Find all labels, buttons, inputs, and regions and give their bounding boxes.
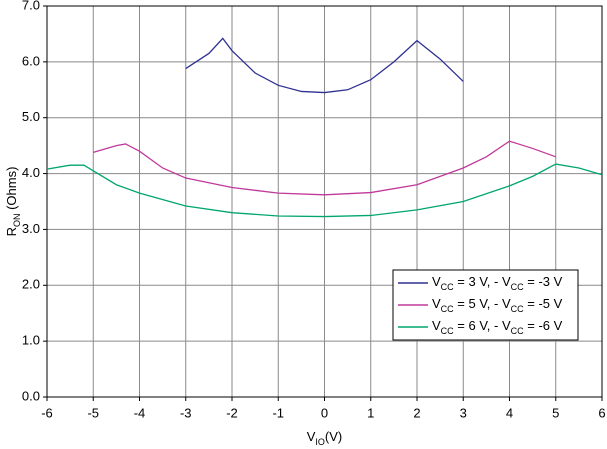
y-axis-label: RON (Ohms) — [4, 167, 22, 237]
x-tick-label: 3 — [460, 405, 467, 420]
subscript: CC — [441, 282, 454, 292]
x-tick-label: -1 — [272, 405, 284, 420]
subscript: CC — [511, 326, 524, 336]
subscript: CC — [511, 304, 524, 314]
subscript: CC — [441, 304, 454, 314]
y-tick-label: 0.0 — [22, 388, 40, 403]
series-line — [185, 37, 464, 94]
x-tick-label: 5 — [552, 405, 559, 420]
text-part: = 5 V, - V — [454, 296, 511, 311]
series-line — [46, 163, 603, 218]
series-line — [93, 140, 556, 196]
x-tick-label: 2 — [413, 405, 420, 420]
y-tick-label: 6.0 — [22, 53, 40, 68]
text-part: V — [432, 318, 441, 333]
subscript: IO — [315, 437, 325, 447]
x-tick-label: -6 — [41, 405, 53, 420]
text-part: V — [307, 429, 316, 444]
plot-border — [46, 5, 603, 398]
y-tick-label: 2.0 — [22, 277, 40, 292]
text-part: (Ohms) — [4, 167, 19, 214]
y-tick-label: 1.0 — [22, 333, 40, 348]
x-tick-label: 4 — [506, 405, 513, 420]
text-part: V — [432, 274, 441, 289]
subscript: CC — [441, 326, 454, 336]
text-part: R — [4, 227, 19, 236]
subscript: ON — [12, 214, 22, 228]
subscript: CC — [511, 282, 524, 292]
y-tick-label: 5.0 — [22, 109, 40, 124]
legend-label: VCC = 3 V, - VCC = -3 V — [432, 274, 563, 292]
y-tick-label: 7.0 — [22, 0, 40, 12]
text-part: = -6 V — [524, 318, 563, 333]
text-part: = 6 V, - V — [454, 318, 511, 333]
y-tick-label: 3.0 — [22, 221, 40, 236]
x-tick-label: 0 — [321, 405, 328, 420]
x-tick-label: -3 — [180, 405, 192, 420]
text-part: = -5 V — [524, 296, 563, 311]
x-tick-label: -4 — [134, 405, 146, 420]
legend-label: VCC = 5 V, - VCC = -5 V — [432, 296, 563, 314]
text-part: = 3 V, - V — [454, 274, 511, 289]
y-tick-label: 4.0 — [22, 165, 40, 180]
x-tick-label: -2 — [226, 405, 238, 420]
legend-label: VCC = 6 V, - VCC = -6 V — [432, 318, 563, 336]
x-tick-label: 1 — [367, 405, 374, 420]
x-tick-label: -5 — [87, 405, 99, 420]
text-part: = -3 V — [524, 274, 563, 289]
text-part: V — [432, 296, 441, 311]
x-tick-label: 6 — [598, 405, 605, 420]
x-axis-label: VIO(V) — [307, 429, 343, 447]
text-part: (V) — [325, 429, 342, 444]
